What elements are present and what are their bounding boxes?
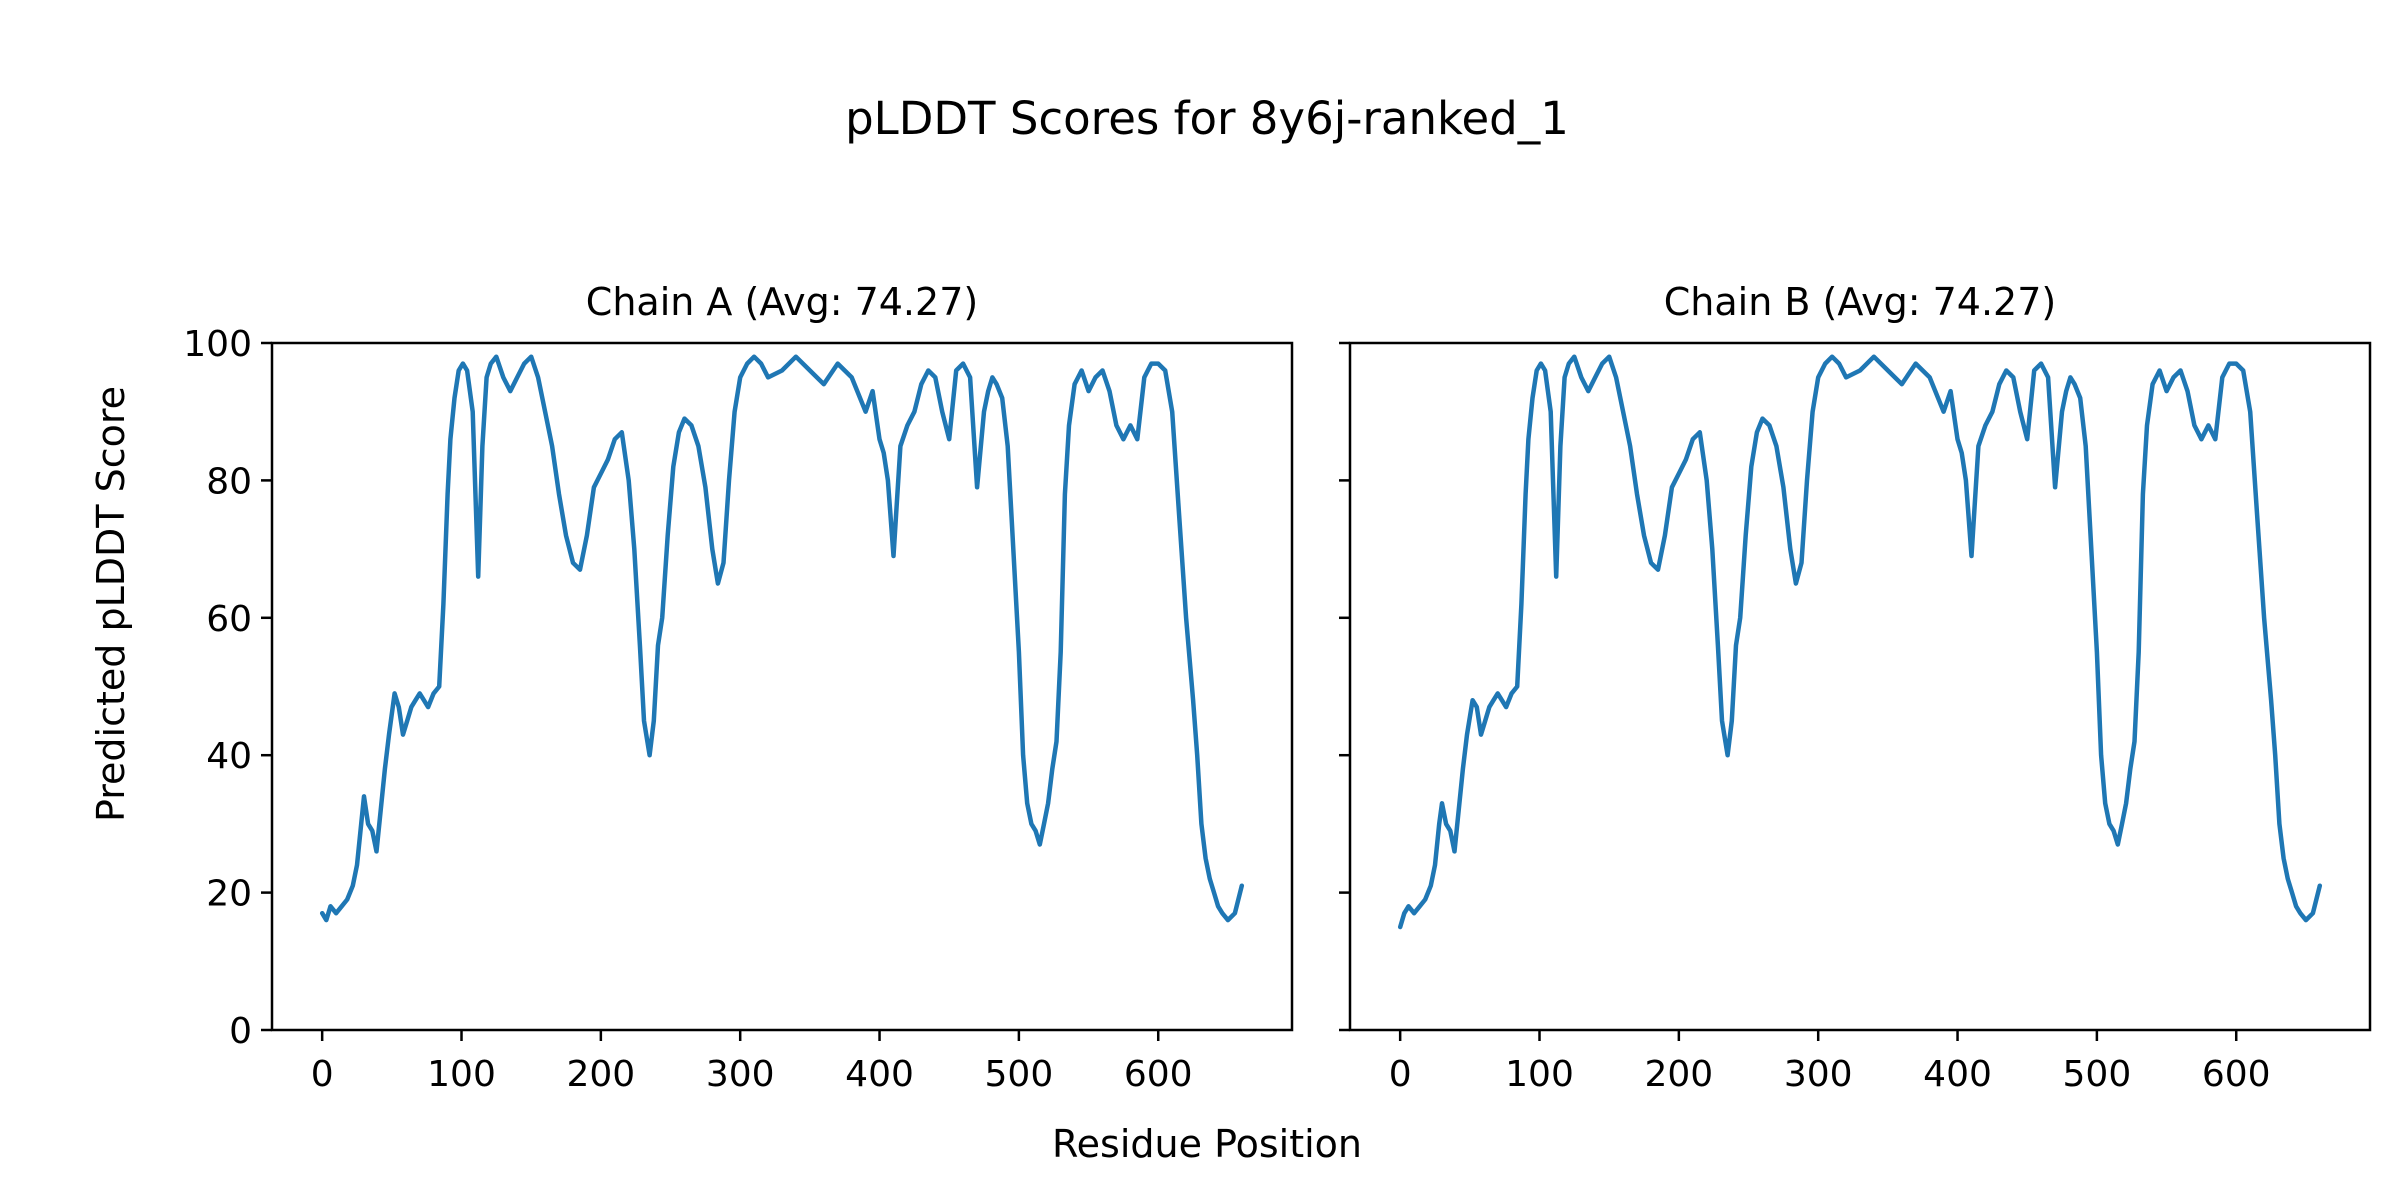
y-tick-label-a: 80 bbox=[206, 461, 252, 502]
x-tick-label-a: 0 bbox=[311, 1054, 334, 1095]
x-tick-label-a: 600 bbox=[1124, 1054, 1193, 1095]
x-tick-label-a: 100 bbox=[427, 1054, 496, 1095]
y-tick-label-a: 40 bbox=[206, 736, 252, 777]
ticks-chain-a: 0 100 200 300 400 500 600 0 20 40 60 80 100 bbox=[183, 324, 1192, 1095]
y-tick-label-a: 0 bbox=[229, 1011, 252, 1052]
panel-chain-b: Chain B (Avg: 74.27) 0 100 200 300 400 500 600 bbox=[1339, 280, 2372, 1095]
x-tick-label-a: 200 bbox=[566, 1054, 635, 1095]
x-axis-label: Residue Position bbox=[1052, 1122, 1362, 1166]
x-tick-label-b: 400 bbox=[1923, 1054, 1992, 1095]
x-tick-label-a: 300 bbox=[706, 1054, 775, 1095]
x-tick-label-a: 400 bbox=[845, 1054, 914, 1095]
panel-title-chain-b: Chain B (Avg: 74.27) bbox=[1664, 280, 2056, 324]
x-tick-label-a: 500 bbox=[985, 1054, 1054, 1095]
x-tick-label-b: 0 bbox=[1389, 1054, 1412, 1095]
y-axis-label: Predicted pLDDT Score bbox=[89, 386, 133, 822]
x-tick-label-b: 500 bbox=[2063, 1054, 2132, 1095]
y-tick-label-a: 20 bbox=[206, 874, 252, 915]
y-tick-label-a: 60 bbox=[206, 599, 252, 640]
x-tick-label-b: 600 bbox=[2202, 1054, 2271, 1095]
ticks-chain-b: 0 100 200 300 400 500 600 bbox=[1339, 341, 2271, 1095]
x-tick-label-b: 100 bbox=[1505, 1054, 1574, 1095]
axes-frame-chain-a bbox=[270, 341, 1294, 1032]
panel-title-chain-a: Chain A (Avg: 74.27) bbox=[586, 280, 978, 324]
figure-title: pLDDT Scores for 8y6j-ranked_1 bbox=[845, 92, 1569, 145]
x-tick-label-b: 300 bbox=[1784, 1054, 1853, 1095]
plddt-line-chain-b bbox=[1397, 354, 2323, 930]
x-tick-label-b: 200 bbox=[1644, 1054, 1713, 1095]
axes-frame-chain-b bbox=[1348, 341, 2372, 1032]
plddt-line-chain-a bbox=[319, 354, 1245, 923]
y-tick-label-a: 100 bbox=[183, 324, 252, 365]
panel-chain-a: Chain A (Avg: 74.27) 0 100 200 300 400 500 600… bbox=[183, 280, 1294, 1095]
